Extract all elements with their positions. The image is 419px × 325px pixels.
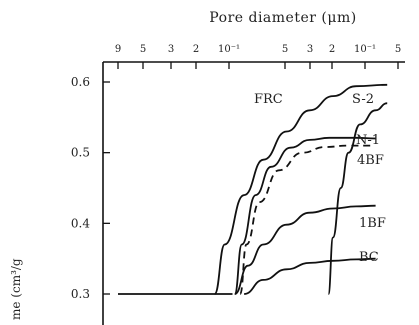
- series-line-frc: [213, 83, 388, 295]
- series-line-n-1: [233, 136, 376, 295]
- series-label-frc: FRC: [254, 92, 283, 107]
- series-label-1bf: 1BF: [359, 216, 386, 231]
- chart-title: Pore diameter (μm): [209, 10, 356, 26]
- top-tick-label: 2: [193, 44, 199, 55]
- top-tick-label: 3: [307, 44, 313, 55]
- series-line-s-2: [327, 102, 388, 295]
- series-label-n-1: N-1: [356, 133, 380, 148]
- top-tick-label: 5: [282, 44, 288, 55]
- top-tick-label: 2: [329, 44, 335, 55]
- axes: [102, 61, 405, 325]
- series-label-bc: BC: [359, 250, 379, 265]
- top-tick-label: 5: [395, 44, 401, 55]
- series-line-4bf: [239, 144, 372, 295]
- left-axis-ticks: 0.6 0.5 0.4 0.3: [71, 75, 110, 301]
- series-line-bc: [243, 257, 376, 295]
- series-labels: FRC S-2 N-1 4BF 1BF BC: [254, 92, 386, 265]
- top-tick-label: 5: [140, 44, 146, 55]
- top-tick-label: 9: [115, 44, 121, 55]
- y-tick-label: 0.3: [71, 287, 90, 301]
- series-label-4bf: 4BF: [357, 153, 384, 168]
- top-tick-label: 10⁻¹: [218, 44, 240, 55]
- y-tick-label: 0.4: [71, 216, 90, 230]
- y-tick-label: 0.6: [71, 75, 90, 89]
- series-layer: [117, 83, 388, 295]
- top-tick-label: 10⁻¹: [354, 44, 376, 55]
- y-axis-label: me (cm³/g: [9, 258, 23, 320]
- top-axis-ticks: 9 5 3 2 10⁻¹ 5 3 2 10⁻¹ 5: [115, 44, 401, 69]
- series-label-s-2: S-2: [352, 92, 374, 107]
- y-tick-label: 0.5: [71, 146, 90, 160]
- top-tick-label: 3: [168, 44, 174, 55]
- series-line-1bf: [234, 204, 376, 295]
